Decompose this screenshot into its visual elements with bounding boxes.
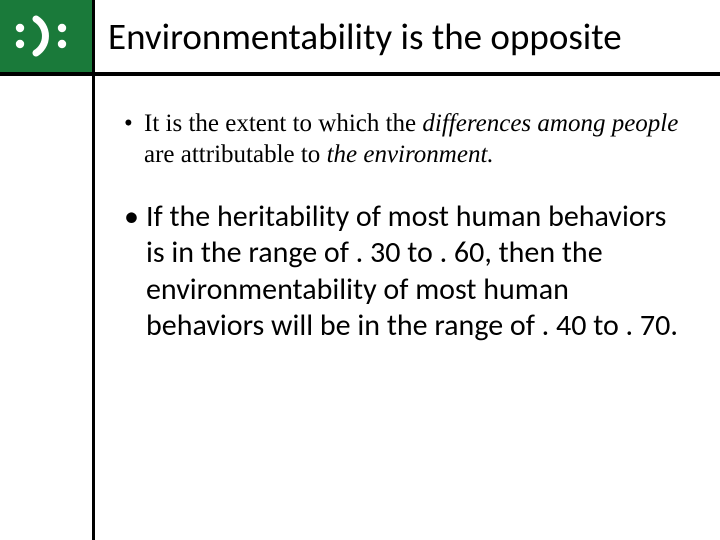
slide: Environmentability is the opposite It is… xyxy=(0,0,720,540)
bullet-1-text-b: differences among people xyxy=(422,110,678,137)
bullet-1-text-a: It is the extent to which the xyxy=(144,110,422,137)
bullet-2-text: If the heritability of most human behavi… xyxy=(146,198,678,345)
content-area: It is the extent to which the difference… xyxy=(124,108,680,345)
bullet-item-2: If the heritability of most human behavi… xyxy=(124,199,680,345)
bullet-1-text-d: the environment. xyxy=(327,141,494,168)
bullet-item-1: It is the extent to which the difference… xyxy=(124,108,680,171)
slide-title: Environmentability is the opposite xyxy=(108,14,622,59)
horizontal-divider xyxy=(0,72,720,76)
logo-box xyxy=(0,0,92,72)
header: Environmentability is the opposite xyxy=(92,0,720,72)
smiley-colon-logo-icon xyxy=(10,15,82,57)
vertical-divider xyxy=(92,0,95,540)
bullet-1-text-c: are attributable to xyxy=(144,141,327,168)
